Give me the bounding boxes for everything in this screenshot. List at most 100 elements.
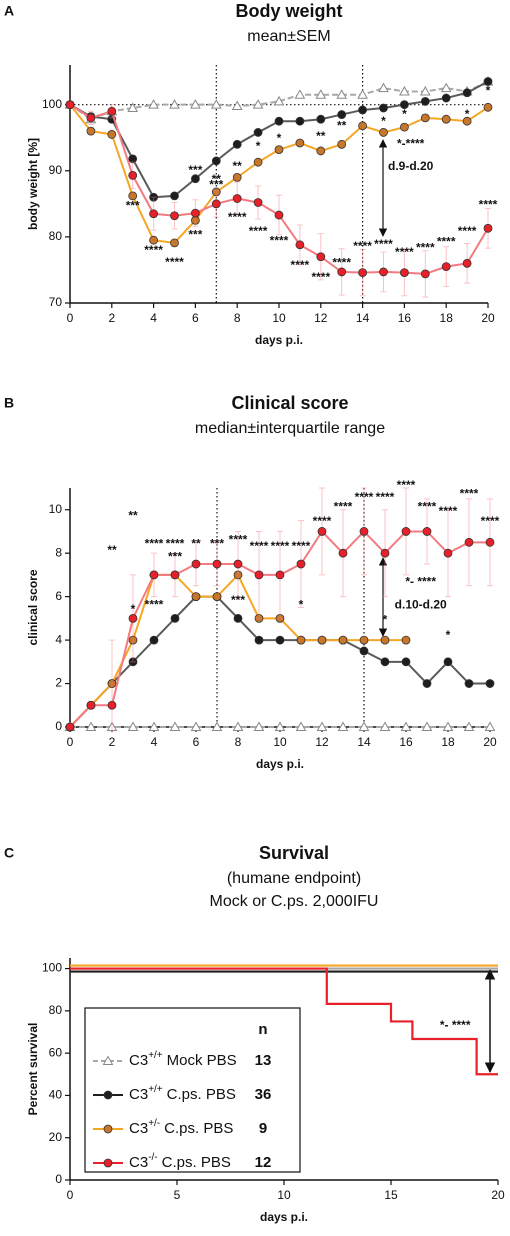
data-point — [462, 116, 472, 126]
x-tick-label: 6 — [193, 735, 200, 749]
data-point — [336, 89, 348, 99]
data-point — [190, 174, 200, 184]
x-axis-label: days p.i. — [255, 333, 303, 347]
x-tick-label: 10 — [277, 1188, 291, 1202]
data-point — [103, 1124, 113, 1134]
data-point — [252, 99, 264, 109]
annotation: **** — [374, 237, 393, 251]
data-point — [443, 657, 453, 667]
data-point — [102, 1055, 114, 1065]
legend-n: 13 — [255, 1052, 272, 1069]
data-point — [107, 106, 117, 116]
data-point — [212, 592, 222, 602]
data-point — [359, 527, 369, 536]
annotation: *** — [231, 593, 245, 607]
legend-label: C3+/- C.ps. PBS — [129, 1118, 233, 1137]
annotation: **** — [439, 504, 458, 518]
data-point — [378, 82, 389, 93]
data-point — [274, 116, 284, 126]
chart-title: Survival — [259, 843, 329, 863]
data-point — [358, 105, 368, 115]
data-point — [484, 721, 496, 731]
x-tick-label: 8 — [234, 311, 241, 325]
data-point — [211, 199, 221, 209]
data-point — [170, 238, 179, 248]
panel-label: A — [4, 3, 14, 19]
data-point — [103, 1090, 113, 1100]
data-point — [440, 82, 452, 93]
data-point — [128, 191, 138, 201]
data-point — [296, 635, 306, 645]
data-point — [441, 114, 451, 124]
annotation: ** — [316, 129, 326, 143]
annotation: **** — [334, 500, 353, 514]
data-point — [127, 102, 139, 112]
data-point — [169, 99, 180, 109]
x-axis-label: days p.i. — [256, 757, 304, 771]
x-tick-label: 8 — [235, 735, 242, 749]
data-point — [128, 635, 138, 645]
x-tick-label: 18 — [440, 311, 454, 325]
data-point — [315, 89, 327, 99]
data-point — [317, 635, 327, 645]
annotation: * — [299, 597, 304, 611]
data-point — [128, 154, 138, 164]
legend-label: C3+/+ C.ps. PBS — [129, 1084, 236, 1103]
data-point — [65, 722, 75, 732]
y-tick-label: 60 — [49, 1045, 63, 1059]
annotation: * — [256, 139, 261, 153]
data-point — [295, 138, 305, 148]
data-point — [420, 113, 430, 123]
legend-box — [84, 1007, 301, 1173]
annotation: **** — [229, 532, 248, 546]
data-point — [253, 198, 263, 207]
data-point — [190, 99, 201, 109]
y-tick-label: 0 — [55, 1172, 62, 1186]
data-point — [211, 156, 221, 166]
y-tick-label: 10 — [49, 502, 63, 516]
x-tick-label: 14 — [357, 735, 371, 749]
annotation: ** — [337, 119, 347, 133]
data-point — [485, 679, 495, 688]
data-point — [337, 139, 347, 149]
annotation: **** — [355, 490, 374, 504]
series-line — [69, 80, 489, 121]
annotation: *** — [188, 163, 202, 177]
data-point — [337, 110, 347, 119]
series — [64, 721, 496, 731]
annotation: **** — [165, 255, 184, 269]
data-point — [191, 559, 201, 569]
legend-label-text: C.ps. PBS — [162, 1154, 231, 1171]
data-point — [253, 157, 263, 167]
x-tick-label: 20 — [481, 311, 495, 325]
annotation: **** — [145, 597, 164, 611]
annotation: *** — [210, 537, 224, 551]
data-point — [483, 102, 493, 112]
data-point — [316, 114, 326, 124]
x-tick-label: 12 — [315, 735, 329, 749]
y-tick-label: 90 — [49, 163, 63, 177]
legend-label-text: C.ps. PBS — [164, 1120, 233, 1137]
annotation: * — [446, 628, 451, 642]
chart-subtitle: (humane endpoint) — [227, 870, 361, 887]
x-tick-label: 20 — [491, 1188, 505, 1202]
data-point — [170, 613, 180, 623]
annotation: * — [486, 84, 491, 98]
data-point — [337, 721, 349, 731]
annotation: * — [277, 131, 282, 145]
x-tick-label: 16 — [398, 311, 412, 325]
data-point — [211, 187, 221, 197]
data-point — [274, 145, 284, 155]
series — [65, 487, 495, 733]
legend-superscript: +/+ — [148, 1084, 163, 1095]
x-tick-label: 14 — [356, 311, 370, 325]
annotation: ** — [233, 159, 243, 173]
chart-subtitle: mean±SEM — [247, 28, 330, 45]
data-point — [103, 1158, 113, 1168]
annotation: **** — [458, 224, 477, 238]
data-point — [338, 635, 348, 645]
data-point — [359, 646, 369, 656]
chart-title: Clinical score — [231, 393, 348, 413]
x-tick-label: 20 — [483, 735, 497, 749]
data-point — [211, 721, 223, 731]
